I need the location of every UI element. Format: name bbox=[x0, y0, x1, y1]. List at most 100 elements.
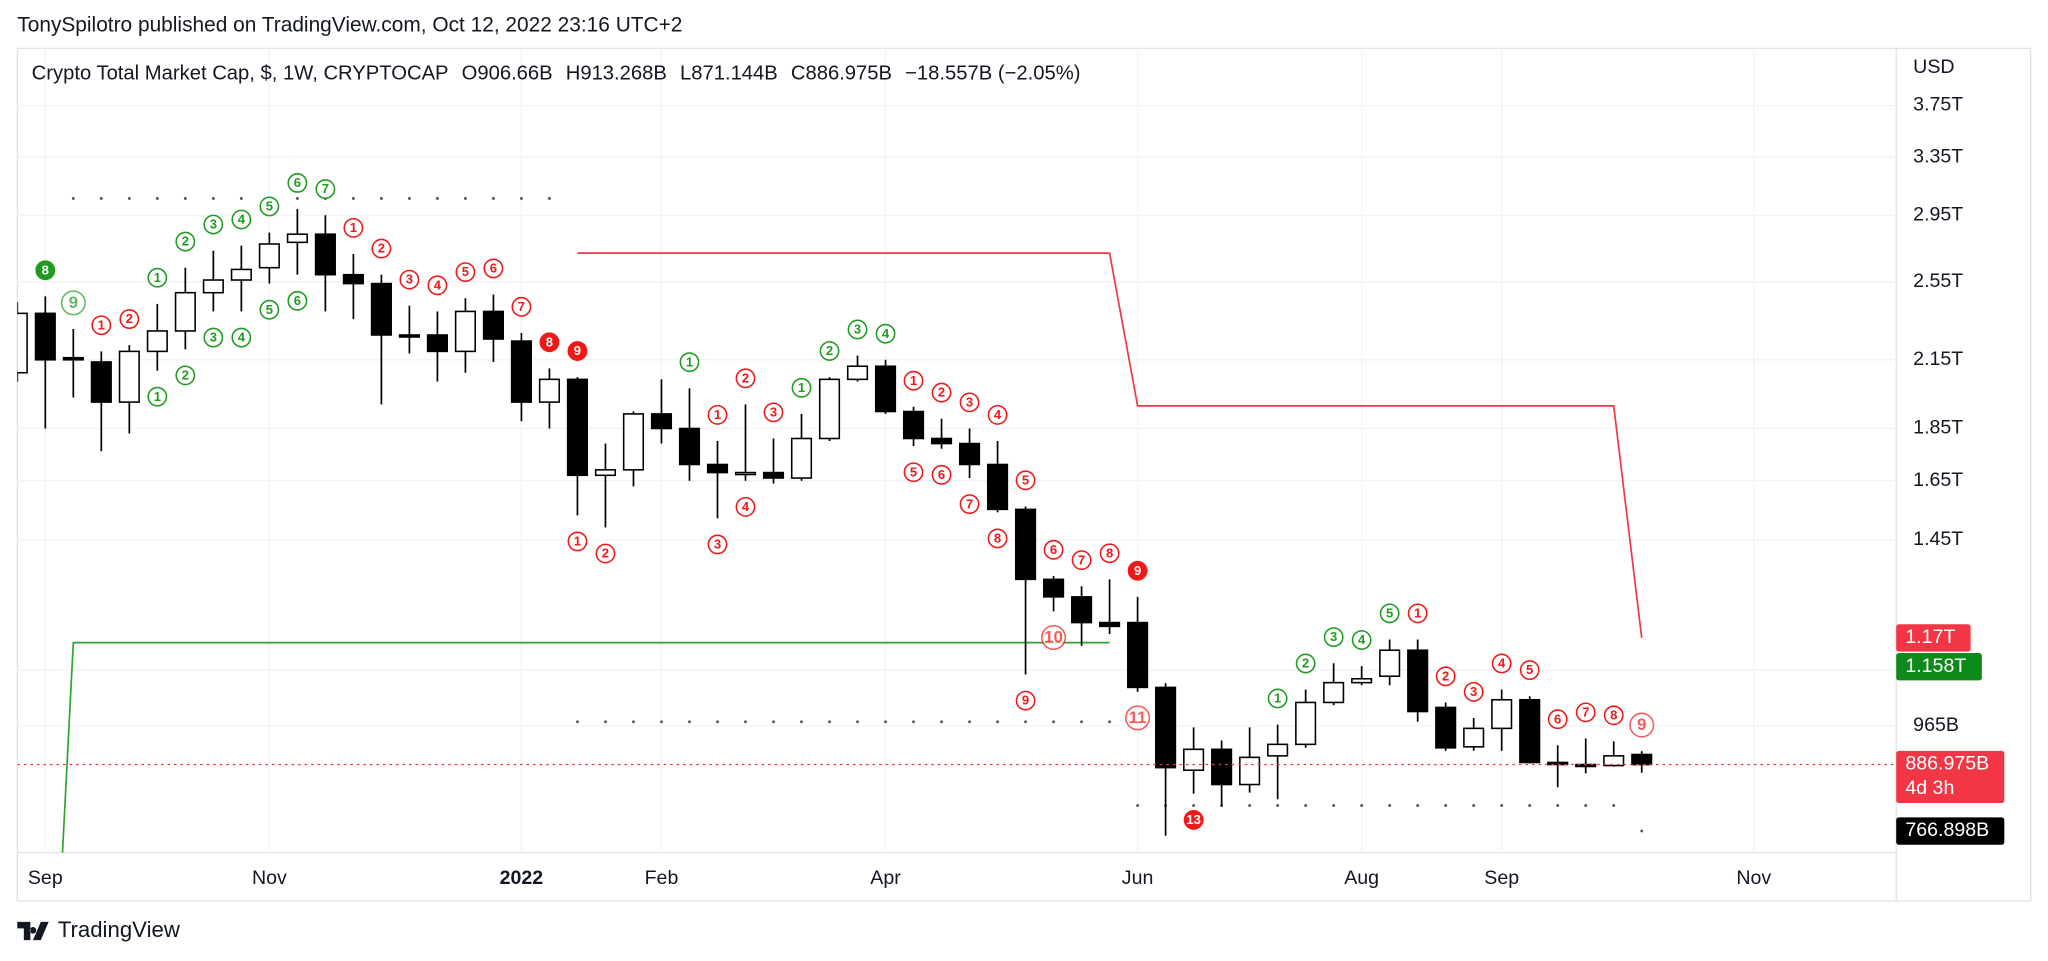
level-dot bbox=[1332, 804, 1336, 807]
td-count: 2 bbox=[175, 231, 196, 252]
logo-icon bbox=[17, 921, 49, 941]
td-count-label: 6 bbox=[938, 467, 945, 482]
td-circle bbox=[1435, 666, 1456, 687]
candle-body bbox=[1127, 621, 1149, 689]
td-circle bbox=[231, 209, 252, 230]
level-dot bbox=[519, 197, 523, 200]
td-circle bbox=[567, 531, 588, 552]
td-count-label: 7 bbox=[1078, 552, 1085, 567]
candle-body bbox=[1042, 578, 1065, 598]
td-circle bbox=[679, 352, 700, 373]
td-count: 1 bbox=[679, 352, 700, 373]
td-circle bbox=[595, 543, 616, 564]
candle-body bbox=[482, 310, 505, 340]
td-count: 5 bbox=[903, 462, 924, 483]
td-circle bbox=[791, 377, 812, 398]
td-count: 3 bbox=[959, 392, 980, 413]
td-count-label: 9 bbox=[1134, 563, 1141, 578]
td-circle bbox=[903, 462, 924, 483]
td-count: 2 bbox=[1295, 653, 1316, 674]
td-circle bbox=[1407, 603, 1428, 624]
price-label: 1.17T bbox=[1905, 626, 1955, 648]
td-circle bbox=[1323, 627, 1344, 648]
candle-body bbox=[118, 350, 140, 403]
td-count: 1 bbox=[91, 315, 112, 336]
td-count-label: 9 bbox=[1022, 693, 1029, 708]
candle-body bbox=[17, 312, 28, 374]
candle-body bbox=[1014, 508, 1037, 581]
candle-body bbox=[454, 310, 476, 353]
candle-body bbox=[34, 312, 56, 361]
td-count: 1 bbox=[343, 217, 364, 238]
candle-body bbox=[1295, 701, 1317, 746]
candle-body bbox=[370, 282, 392, 336]
td-circle bbox=[203, 214, 224, 235]
candle-body bbox=[1379, 649, 1401, 678]
legend-item: H913.268B bbox=[566, 63, 667, 85]
td-circle bbox=[847, 319, 868, 340]
td-count-label: 6 bbox=[294, 293, 301, 308]
level-dot bbox=[660, 720, 663, 724]
price-label: 1.158T bbox=[1905, 655, 1966, 677]
td-count-label: 1 bbox=[714, 407, 721, 422]
x-tick-label: Apr bbox=[870, 867, 901, 889]
candle-body bbox=[1211, 748, 1233, 786]
td-count-label: 3 bbox=[1330, 629, 1337, 644]
td-count-label: 9 bbox=[69, 293, 78, 312]
price-label-box bbox=[1896, 652, 1982, 681]
td-circle bbox=[203, 327, 224, 348]
td-count-label: 1 bbox=[350, 220, 357, 235]
y-tick-label: 1.85T bbox=[1913, 417, 1963, 439]
td-count: 2 bbox=[371, 238, 392, 259]
td-count-label: 4 bbox=[1498, 656, 1506, 671]
td-count-label: 1 bbox=[154, 270, 161, 285]
level-dot bbox=[688, 720, 691, 724]
td-circle bbox=[959, 392, 980, 413]
td-circle bbox=[511, 296, 532, 317]
td-count: 4 bbox=[427, 275, 448, 296]
td-circle bbox=[567, 341, 588, 361]
td-count-label: 5 bbox=[910, 464, 917, 479]
level-dot bbox=[1612, 804, 1616, 807]
td-count: 5 bbox=[1519, 660, 1540, 681]
td-count: 4 bbox=[987, 404, 1008, 425]
td-count-label: 4 bbox=[238, 212, 246, 227]
y-tick-label: 965B bbox=[1913, 714, 1959, 736]
td-circle bbox=[735, 496, 756, 517]
level-dot bbox=[576, 720, 579, 724]
x-tick-label: Sep bbox=[1484, 867, 1519, 889]
td-count: 3 bbox=[1463, 681, 1484, 702]
candle-body bbox=[314, 233, 336, 276]
td-count: 8 bbox=[1099, 543, 1120, 564]
y-tick-label: 2.55T bbox=[1913, 270, 1963, 292]
td-count-label: 6 bbox=[490, 261, 497, 276]
td-count: 2 bbox=[735, 368, 756, 389]
td-count-label: 3 bbox=[210, 330, 217, 345]
td-circle bbox=[1015, 470, 1036, 491]
candle-body bbox=[790, 437, 813, 479]
td-count: 8 bbox=[35, 260, 56, 281]
td-count-label: 2 bbox=[182, 234, 189, 249]
td-count: 1 bbox=[903, 370, 924, 391]
td-count: 7 bbox=[1071, 550, 1092, 571]
candle-body bbox=[650, 413, 673, 430]
candle-body bbox=[1407, 649, 1429, 713]
candle-body bbox=[902, 410, 925, 440]
td-circle bbox=[1463, 681, 1484, 702]
td-count-label: 8 bbox=[1106, 545, 1113, 560]
level-dot bbox=[351, 197, 355, 200]
td-count: 3 bbox=[399, 269, 420, 290]
level-dot bbox=[295, 197, 299, 200]
legend: Crypto Total Market Cap, $, 1W, CRYPTOCA… bbox=[32, 63, 1081, 85]
candle-body bbox=[230, 268, 252, 281]
td-count: 3 bbox=[847, 319, 868, 340]
td-circle bbox=[1125, 705, 1151, 731]
td-count-label: 2 bbox=[1302, 656, 1309, 671]
level-dot bbox=[71, 197, 75, 200]
td-circle bbox=[931, 464, 952, 485]
candle-body bbox=[90, 361, 112, 403]
td-circle bbox=[343, 217, 364, 238]
td-count-label: 1 bbox=[910, 373, 917, 388]
td-count-label: 2 bbox=[378, 241, 385, 256]
